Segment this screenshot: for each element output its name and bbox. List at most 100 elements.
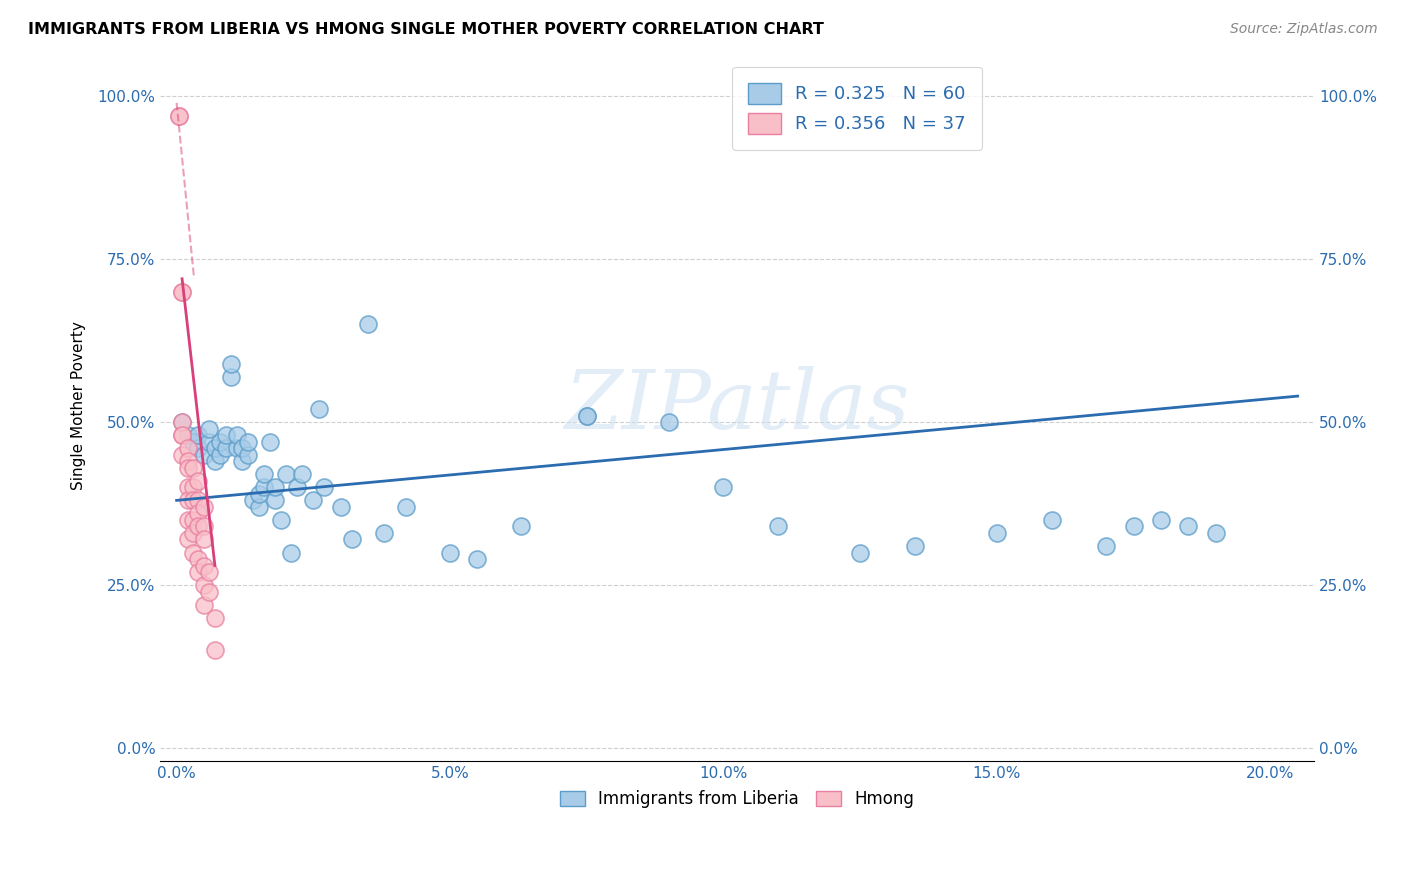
Point — [187, 565, 209, 579]
Point — [1095, 539, 1118, 553]
Point — [181, 525, 204, 540]
Point — [181, 513, 204, 527]
Point — [658, 415, 681, 429]
Point — [198, 584, 221, 599]
Point — [904, 539, 927, 553]
Point — [187, 493, 209, 508]
Point — [575, 409, 598, 423]
Point — [291, 467, 314, 482]
Point — [193, 578, 215, 592]
Point — [193, 519, 215, 533]
Text: ZIPatlas: ZIPatlas — [564, 366, 910, 446]
Point — [198, 565, 221, 579]
Point — [274, 467, 297, 482]
Text: IMMIGRANTS FROM LIBERIA VS HMONG SINGLE MOTHER POVERTY CORRELATION CHART: IMMIGRANTS FROM LIBERIA VS HMONG SINGLE … — [28, 22, 824, 37]
Point — [264, 493, 287, 508]
Point — [172, 428, 194, 442]
Point — [209, 434, 232, 449]
Point — [215, 428, 238, 442]
Point — [176, 513, 198, 527]
Point — [193, 500, 215, 514]
Point — [198, 422, 221, 436]
Point — [187, 428, 209, 442]
Point — [395, 500, 418, 514]
Point — [181, 480, 204, 494]
Point — [187, 519, 209, 533]
Point — [193, 533, 215, 547]
Point — [373, 525, 395, 540]
Point — [187, 552, 209, 566]
Point — [242, 493, 264, 508]
Point — [176, 493, 198, 508]
Point — [1040, 513, 1063, 527]
Point — [172, 285, 194, 299]
Point — [264, 480, 287, 494]
Point — [259, 434, 281, 449]
Point — [225, 428, 247, 442]
Point — [169, 109, 191, 123]
Point — [308, 402, 330, 417]
Point — [204, 454, 226, 468]
Y-axis label: Single Mother Poverty: Single Mother Poverty — [72, 321, 86, 491]
Point — [225, 442, 247, 456]
Point — [176, 442, 198, 456]
Point — [193, 558, 215, 573]
Point — [986, 525, 1008, 540]
Text: Source: ZipAtlas.com: Source: ZipAtlas.com — [1230, 22, 1378, 37]
Point — [176, 460, 198, 475]
Point — [1205, 525, 1227, 540]
Point — [209, 448, 232, 462]
Point — [204, 610, 226, 624]
Point — [193, 598, 215, 612]
Legend: Immigrants from Liberia, Hmong: Immigrants from Liberia, Hmong — [551, 782, 922, 817]
Point — [713, 480, 735, 494]
Point — [236, 434, 259, 449]
Point — [340, 533, 363, 547]
Point — [176, 533, 198, 547]
Point — [766, 519, 789, 533]
Point — [253, 467, 276, 482]
Point — [176, 480, 198, 494]
Point — [247, 487, 270, 501]
Point — [172, 285, 194, 299]
Point — [181, 493, 204, 508]
Point — [181, 434, 204, 449]
Point — [439, 545, 461, 559]
Point — [253, 480, 276, 494]
Point — [285, 480, 308, 494]
Point — [1177, 519, 1199, 533]
Point — [329, 500, 352, 514]
Point — [467, 552, 489, 566]
Point — [187, 442, 209, 456]
Point — [187, 507, 209, 521]
Point — [181, 460, 204, 475]
Point — [236, 448, 259, 462]
Point — [172, 415, 194, 429]
Point — [181, 545, 204, 559]
Point — [1150, 513, 1173, 527]
Point — [510, 519, 533, 533]
Point — [172, 428, 194, 442]
Point — [172, 415, 194, 429]
Point — [280, 545, 302, 559]
Point — [247, 500, 270, 514]
Point — [231, 454, 253, 468]
Point — [357, 318, 380, 332]
Point — [575, 409, 598, 423]
Point — [221, 357, 243, 371]
Point — [849, 545, 872, 559]
Point — [314, 480, 336, 494]
Point — [204, 643, 226, 657]
Point — [215, 442, 238, 456]
Point — [204, 442, 226, 456]
Point — [169, 109, 191, 123]
Point — [176, 454, 198, 468]
Point — [231, 442, 253, 456]
Point — [198, 434, 221, 449]
Point — [193, 448, 215, 462]
Point — [302, 493, 325, 508]
Point — [172, 448, 194, 462]
Point — [221, 369, 243, 384]
Point — [187, 474, 209, 488]
Point — [270, 513, 292, 527]
